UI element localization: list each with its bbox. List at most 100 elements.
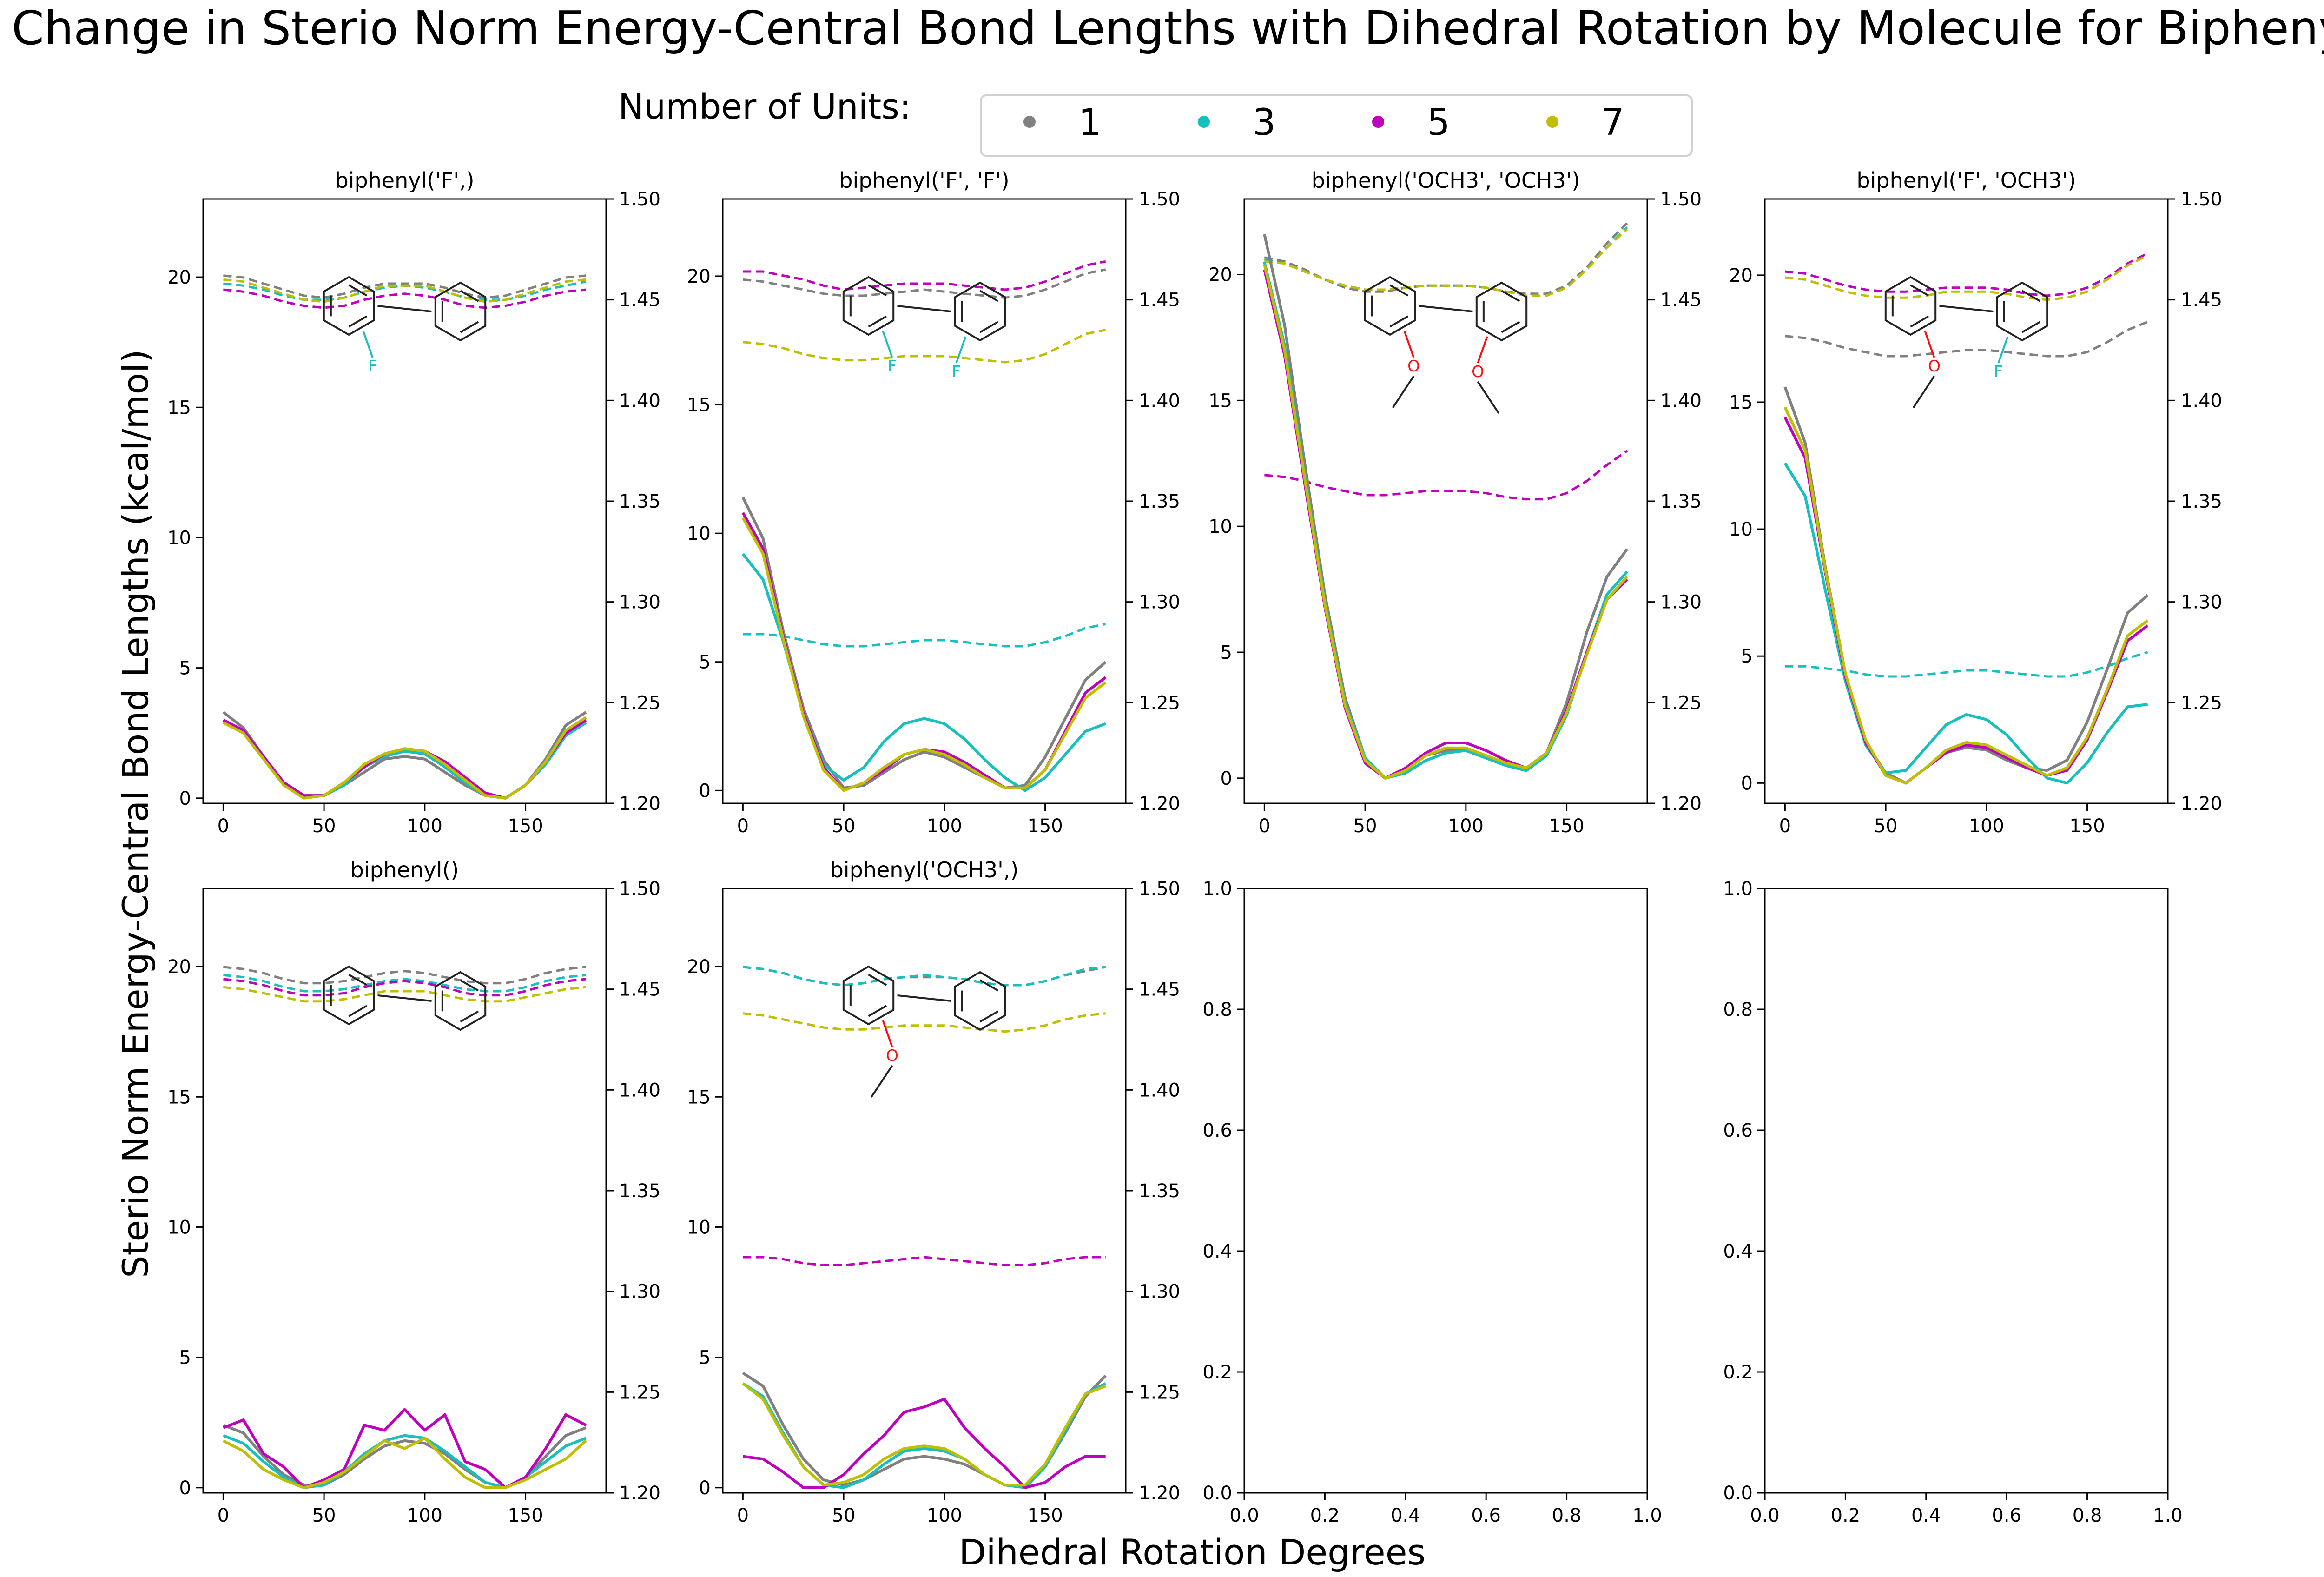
x-tick-label: 150 <box>2069 815 2105 837</box>
x-tick-label: 0 <box>218 1505 229 1526</box>
subplot-8: 0.0 0.2 0.4 0.6 0.8 1.0 0.0 0.2 0.4 0.6 0.8 1.0 <box>1723 878 2182 1526</box>
y2-tick-label: 1.35 <box>1139 491 1180 512</box>
molecule-central-bond <box>897 994 951 1002</box>
plot-area <box>223 966 587 1489</box>
y-tick-label: 5 <box>179 1347 191 1369</box>
y2-tick-label: 1.45 <box>619 979 660 1001</box>
y2-tick-label: 1.30 <box>2181 592 2222 613</box>
axes-frame <box>722 888 1127 1494</box>
subplot-7: 0.0 0.2 0.4 0.6 0.8 1.0 0.0 0.2 0.4 0.6 0.8 1.0 <box>1202 878 1662 1526</box>
legend-label-3: 3 <box>1253 102 1276 144</box>
bond-length-line-7 <box>223 986 586 1003</box>
subplot-1: biphenyl('F',) 0 50 100 150 0 5 10 15 20 1.20 1.25 1… <box>167 168 660 837</box>
y2-tick-label: 1.25 <box>1660 692 1702 714</box>
y2-tick-label: 1.40 <box>619 390 660 411</box>
molecule-substituent-label: F <box>952 363 961 381</box>
molecule-ring-right <box>954 971 1006 1031</box>
axes-frame <box>1764 198 2169 804</box>
energy-line-7 <box>1783 406 2149 785</box>
x-tick-label: 50 <box>832 1505 856 1526</box>
y2-tick-label: 1.20 <box>2181 793 2222 815</box>
molecule-substituent-bond <box>882 1020 893 1047</box>
plot-area <box>742 966 1107 1489</box>
y-tick-label: 0 <box>699 1478 711 1499</box>
x-tick-label: 0 <box>1779 815 1791 837</box>
y2-tick-label: 1.45 <box>1660 290 1702 311</box>
y-tick-label: 20 <box>1208 265 1232 286</box>
y-tick-label: 10 <box>1729 519 1753 540</box>
y-tick-label: 10 <box>687 1217 711 1238</box>
y-tick-label: 1.0 <box>1723 878 1753 900</box>
molecule-double-bond <box>460 290 479 302</box>
y2-tick-label: 1.35 <box>1660 491 1702 512</box>
legend-marker-5 <box>1372 116 1384 128</box>
x-tick-label: 1.0 <box>2153 1505 2183 1526</box>
y2-tick-label: 1.45 <box>2181 290 2222 311</box>
x-tick-label: 150 <box>1549 815 1584 837</box>
y-tick-label: 15 <box>687 1087 711 1108</box>
y-tick-label: 0 <box>1741 773 1753 794</box>
bond-length-line-7 <box>1264 228 1628 297</box>
molecule-double-bond <box>2021 290 2041 302</box>
molecule-substituent-bond <box>1477 336 1488 364</box>
subplot-4: biphenyl('F', 'OCH3') 0 50 100 150 0 5 10 15 20 1.… <box>1729 168 2222 837</box>
bond-length-line-1 <box>223 274 586 299</box>
molecule-double-bond <box>868 315 887 328</box>
y-tick-label: 0 <box>179 1478 191 1499</box>
molecule-substituent-bond <box>882 331 893 358</box>
x-tick-label: 150 <box>1027 1505 1063 1526</box>
y-tick-label: 5 <box>1221 642 1232 663</box>
molecule-substituent-bond <box>1924 331 1935 358</box>
y2-tick-label: 1.30 <box>1139 592 1180 613</box>
axes-frame <box>202 198 607 804</box>
molecule-ring-left <box>1364 276 1416 336</box>
x-tick-label: 0 <box>218 815 229 837</box>
y2-tick-label: 1.30 <box>619 1281 660 1303</box>
legend-marker-1 <box>1023 116 1036 128</box>
axes-frame <box>722 198 1127 804</box>
molecule-double-bond <box>979 321 999 333</box>
energy-line-3 <box>1263 261 1628 780</box>
bond-length-line-1 <box>1785 320 2148 358</box>
x-tick-label: 0.0 <box>1229 1505 1259 1526</box>
subplot-3: biphenyl('OCH3', 'OCH3') 0 50 100 150 0 5 10 15 2… <box>1208 168 1702 837</box>
y-tick-label: 10 <box>687 523 711 544</box>
bond-length-line-5 <box>743 260 1106 291</box>
y2-tick-label: 1.45 <box>619 290 660 311</box>
energy-line-3 <box>742 1382 1107 1489</box>
bond-length-line-5 <box>223 288 586 309</box>
molecule-substituent-label: F <box>1994 363 2003 381</box>
bond-length-line-3 <box>743 966 1106 987</box>
axes-frame <box>1764 888 2169 1494</box>
molecule-substituent-bond <box>1997 336 2009 364</box>
energy-line-3 <box>741 553 1106 792</box>
molecule-central-bond <box>1419 305 1473 312</box>
subplot-title: biphenyl('F', 'F') <box>839 168 1009 193</box>
y-tick-label: 0 <box>699 780 711 802</box>
y2-tick-label: 1.25 <box>1139 1382 1180 1403</box>
y-tick-label: 0.8 <box>1202 999 1232 1020</box>
energy-line-5 <box>223 1408 587 1489</box>
molecule-ring-left <box>842 276 895 336</box>
molecule-double-bond <box>460 321 479 333</box>
y-tick-label: 10 <box>1208 516 1232 537</box>
axes-frame <box>202 888 607 1494</box>
x-tick-label: 100 <box>1448 815 1484 837</box>
molecule-methyl-bond <box>870 1065 893 1098</box>
y-tick-label: 5 <box>699 652 711 673</box>
y-tick-label: 15 <box>1208 390 1232 411</box>
y-tick-label: 5 <box>1741 646 1753 667</box>
molecule-ring-right <box>434 281 487 342</box>
y-tick-label: 5 <box>179 658 191 679</box>
x-tick-label: 0 <box>737 1505 749 1526</box>
x-tick-label: 0.6 <box>1992 1505 2021 1526</box>
x-tick-label: 0.8 <box>2073 1505 2102 1526</box>
energy-line-1 <box>742 1372 1107 1487</box>
molecule-substituent-label: O <box>1472 363 1484 381</box>
molecule-methyl-bond <box>1477 381 1500 414</box>
y2-tick-label: 1.25 <box>1139 692 1180 714</box>
y2-tick-label: 1.40 <box>1139 390 1180 411</box>
